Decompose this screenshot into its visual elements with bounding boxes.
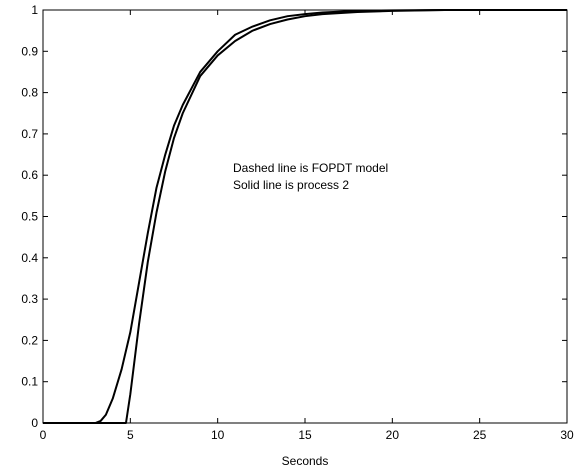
- x-tick-label: 0: [40, 428, 47, 442]
- y-tick-label: 0.7: [21, 127, 38, 141]
- y-tick-label: 0: [31, 416, 38, 430]
- y-tick-label: 0.5: [21, 210, 38, 224]
- y-tick-label: 0.4: [21, 251, 38, 265]
- annotation-line-1: Dashed line is FOPDT model: [233, 161, 388, 175]
- x-tick-label: 20: [386, 428, 400, 442]
- x-axis-label: Seconds: [282, 454, 329, 468]
- x-tick-label: 30: [560, 428, 574, 442]
- y-tick-label: 0.8: [21, 86, 38, 100]
- y-tick-label: 0.1: [21, 375, 38, 389]
- series-layer: [43, 9, 567, 424]
- annotation-line-2: Solid line is process 2: [233, 178, 349, 192]
- y-tick-label: 0.3: [21, 292, 38, 306]
- y-tick-label: 0.9: [21, 44, 38, 58]
- series-line-1: [43, 9, 567, 424]
- x-tick-label: 5: [127, 428, 134, 442]
- x-tick-label: 25: [473, 428, 487, 442]
- x-tick-label: 15: [298, 428, 312, 442]
- y-tick-label: 0.6: [21, 168, 38, 182]
- y-tick-label: 0.2: [21, 333, 38, 347]
- y-tick-label: 1: [31, 3, 38, 17]
- tick-layer: 0 5 10 15 20 25 30 0 0.1 0.2 0.3 0.4 0.5 0.6 0.7 0.8 0.9…: [21, 3, 574, 442]
- series-line-2: [43, 9, 567, 424]
- plot-area: [42, 9, 568, 424]
- x-tick-label: 10: [211, 428, 225, 442]
